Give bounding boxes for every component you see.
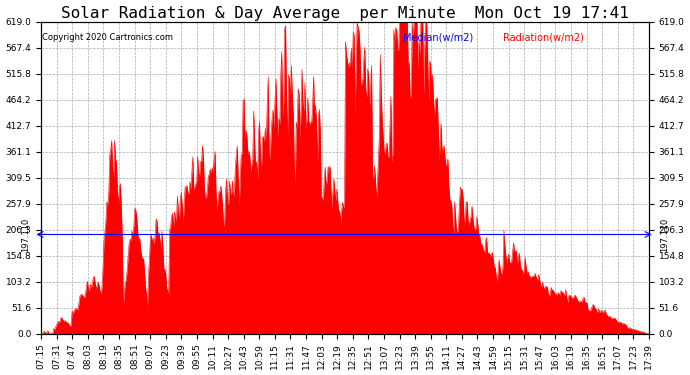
Text: Median(w/m2): Median(w/m2) <box>403 33 473 43</box>
Text: 197.110: 197.110 <box>660 217 669 252</box>
Text: Copyright 2020 Cartronics.com: Copyright 2020 Cartronics.com <box>42 33 173 42</box>
Text: 197.110: 197.110 <box>21 217 30 252</box>
Text: Radiation(w/m2): Radiation(w/m2) <box>503 33 584 43</box>
Title: Solar Radiation & Day Average  per Minute  Mon Oct 19 17:41: Solar Radiation & Day Average per Minute… <box>61 6 629 21</box>
